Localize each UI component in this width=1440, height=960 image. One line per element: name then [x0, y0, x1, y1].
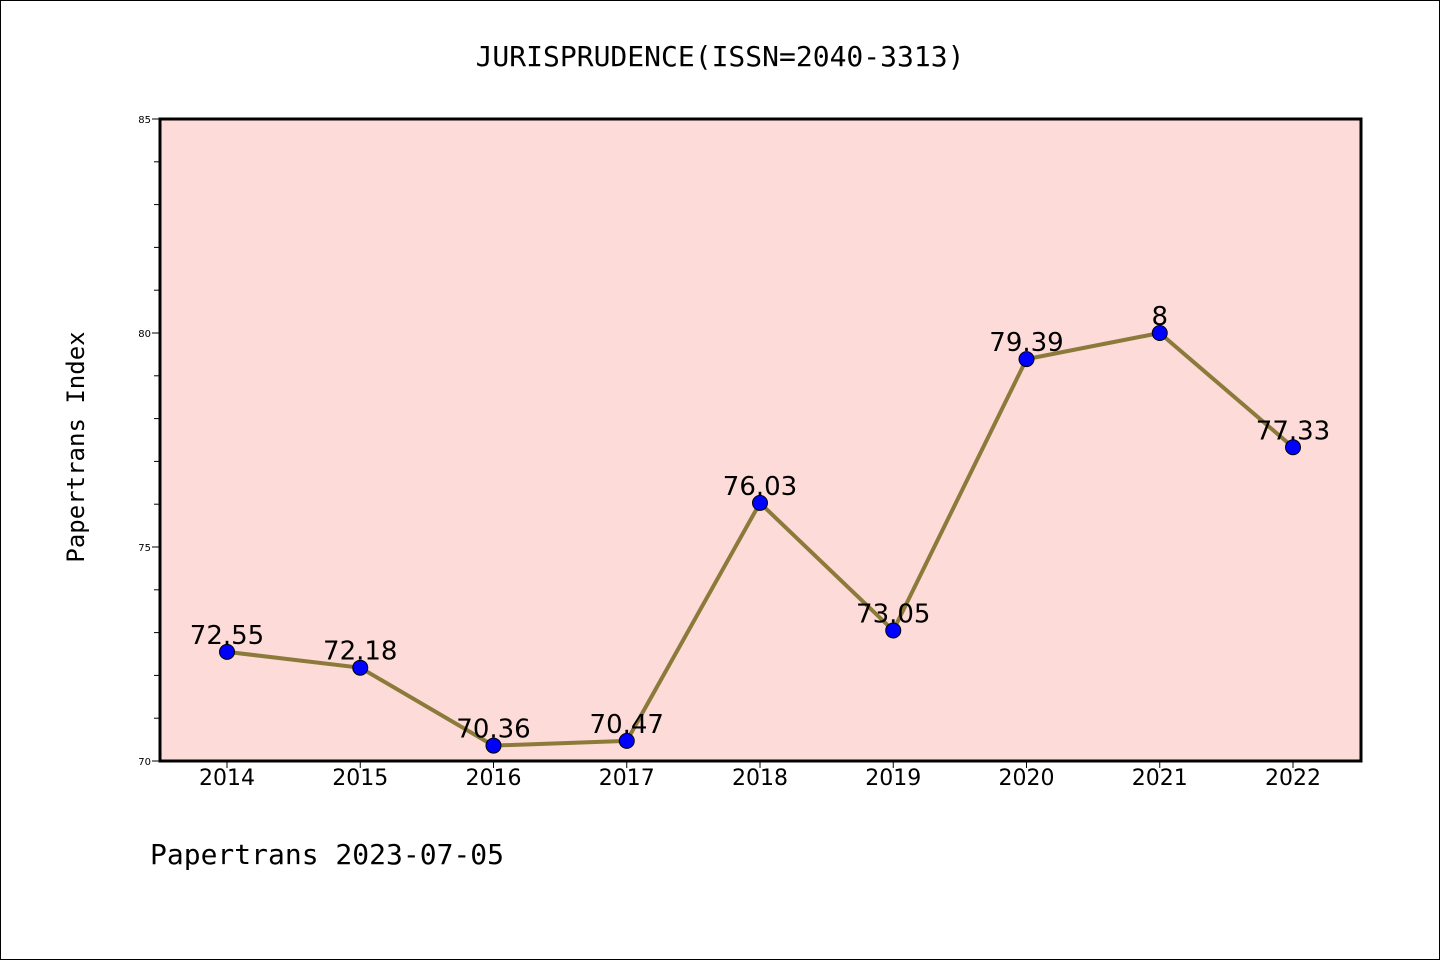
data-point	[485, 737, 502, 754]
y-tick-label: 75	[138, 543, 151, 554]
data-label: 77.33	[1256, 416, 1330, 446]
data-point	[352, 659, 369, 676]
y-tick-label: 85	[138, 115, 151, 126]
chart-title: JURISPRUDENCE(ISSN=2040-3313)	[476, 40, 965, 73]
x-tick-label: 2019	[865, 766, 921, 791]
data-label: 76.03	[723, 472, 797, 502]
x-tick-label: 2020	[999, 766, 1055, 791]
x-tick-label: 2016	[466, 766, 522, 791]
data-label: 79.39	[989, 328, 1063, 358]
footer-date-label: Papertrans 2023-07-05	[150, 838, 504, 871]
x-tick-label: 2017	[599, 766, 655, 791]
data-point	[1018, 351, 1035, 368]
data-label: 72.18	[323, 637, 397, 667]
data-point	[752, 494, 768, 511]
y-tick-label: 80	[138, 329, 151, 340]
data-point	[1151, 325, 1168, 341]
data-label: 72.55	[190, 621, 264, 651]
data-label: 70.47	[590, 710, 664, 740]
x-tick-label: 2015	[332, 766, 388, 791]
data-point	[885, 622, 902, 639]
data-point	[219, 643, 235, 660]
x-tick-label: 2014	[199, 766, 255, 791]
y-tick-label: 70	[138, 757, 151, 768]
data-label: 8	[1151, 302, 1168, 332]
data-label: 73.05	[856, 599, 930, 629]
x-tick-label: 2022	[1265, 766, 1321, 791]
plot-area: 70 75 80 85 2014 2015 2016 2017 2018 2019 2020 2021…	[138, 115, 1363, 791]
data-point	[1285, 439, 1301, 456]
data-label: 70.36	[456, 715, 530, 745]
data-point	[618, 732, 635, 749]
y-axis-label: Papertrans Index	[62, 331, 90, 562]
x-tick-label: 2021	[1132, 766, 1188, 791]
plot-background	[158, 117, 1363, 763]
x-tick-label: 2018	[732, 766, 788, 791]
